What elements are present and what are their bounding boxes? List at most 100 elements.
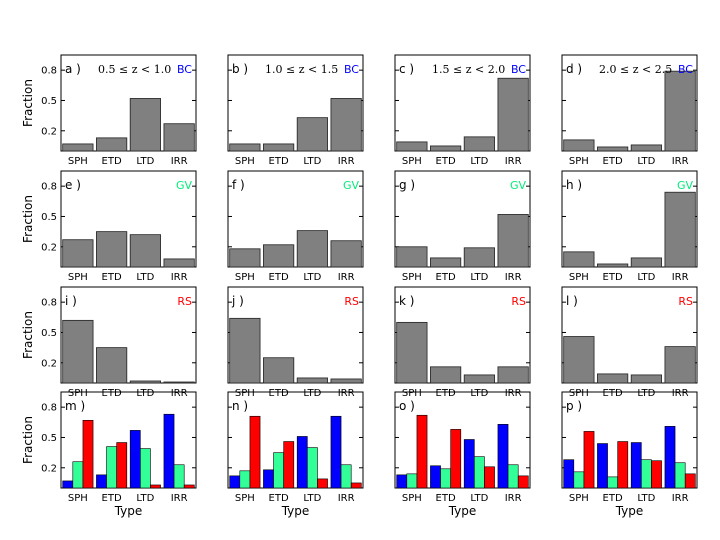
x-tick-label: LTD [470, 388, 488, 399]
bar-irr [330, 240, 362, 268]
y-axis-label: Fraction [21, 416, 35, 464]
bar-sph [62, 319, 94, 384]
bar-bc-etd [263, 469, 274, 489]
plot-frame [60, 286, 197, 384]
panel-c: SPH ETD LTD IRR c ) 1.5 ≤ z < 2.0 BC [394, 54, 531, 167]
panel-label: j ) [231, 294, 244, 308]
bar-rs-etd [450, 429, 462, 489]
bar-bc-etd [597, 443, 608, 489]
bar-gv-etd [440, 468, 451, 489]
x-tick-label: SPH [235, 272, 255, 283]
plot-frame [394, 391, 531, 489]
bar-ltd [296, 117, 328, 152]
x-tick-label: SPH [402, 493, 422, 504]
bar-irr [664, 346, 696, 384]
x-tick-label: LTD [136, 493, 154, 504]
bar-rs-etd [283, 441, 295, 489]
y-tick-label: 0.5 [41, 96, 57, 107]
bar-gv-etd [106, 446, 117, 489]
panel-label: d ) [566, 62, 582, 76]
panel-label: c ) [399, 62, 414, 76]
bar-sph [396, 141, 428, 152]
bar-rs-sph [583, 431, 595, 489]
bar-bc-sph [396, 474, 408, 489]
bar-sph [396, 246, 428, 268]
bar-gv-ltd [641, 459, 652, 489]
y-tick-label: 0.2 [41, 126, 57, 137]
bar-irr [163, 123, 195, 152]
panel-label: e ) [65, 178, 81, 192]
y-axis-label: Fraction [21, 195, 35, 243]
bar-irr [163, 381, 195, 384]
bar-bc-sph [563, 459, 575, 489]
group-label: GV [510, 179, 527, 192]
panel-g: SPH ETD LTD IRR g ) GV [394, 170, 531, 283]
panel-b: SPH ETD LTD IRR b ) 1.0 ≤ z < 1.5 BC [227, 54, 364, 167]
plot-frame [227, 170, 364, 268]
panel-h: SPH ETD LTD IRR h ) GV [561, 170, 698, 283]
bar-gv-irr [173, 464, 185, 489]
bar-ltd [296, 377, 328, 384]
bar-bc-ltd [630, 442, 642, 489]
x-tick-label: LTD [303, 272, 321, 283]
x-tick-label: LTD [470, 493, 488, 504]
x-tick-label: ETD [269, 156, 289, 167]
plot-frame [561, 286, 698, 384]
x-tick-label: ETD [269, 272, 289, 283]
bar-rs-irr [684, 473, 696, 489]
bar-rs-sph [82, 419, 94, 489]
x-tick-label: ETD [436, 493, 456, 504]
bar-etd [263, 357, 295, 384]
bar-ltd [630, 257, 662, 268]
x-tick-label: LTD [136, 156, 154, 167]
bar-ltd [463, 247, 495, 268]
plot-frame [561, 170, 698, 268]
bar-ltd [296, 230, 328, 268]
bar-ltd [129, 234, 161, 268]
x-tick-label: SPH [235, 388, 255, 399]
bar-rs-ltd [317, 478, 328, 489]
bar-gv-ltd [474, 456, 485, 489]
x-tick-label: SPH [68, 388, 88, 399]
bar-gv-sph [72, 461, 84, 489]
panel-e: 0.2 0.5 0.8 SPH ETD LTD IRR e ) GV Fraction [21, 170, 197, 283]
bar-gv-sph [406, 473, 418, 489]
y-tick-label: 0.5 [41, 212, 57, 223]
x-tick-label: LTD [470, 156, 488, 167]
x-tick-label: SPH [235, 493, 255, 504]
bar-etd [96, 137, 128, 152]
x-tick-label: LTD [637, 156, 655, 167]
bar-etd [430, 366, 462, 384]
bar-irr [163, 258, 195, 268]
x-tick-label: IRR [338, 388, 355, 399]
x-tick-label: LTD [303, 388, 321, 399]
bar-bc-ltd [463, 439, 475, 489]
x-tick-label: IRR [171, 388, 188, 399]
x-tick-label: IRR [338, 272, 355, 283]
x-axis-label: Type [448, 504, 477, 518]
bar-irr [497, 366, 529, 384]
redshift-label: 1.5 ≤ z < 2.0 [432, 63, 505, 76]
bar-gv-etd [607, 476, 618, 489]
panel-label: p ) [566, 399, 582, 413]
x-tick-label: SPH [569, 272, 589, 283]
plot-frame [227, 54, 364, 152]
x-tick-label: ETD [269, 493, 289, 504]
x-tick-label: ETD [603, 388, 623, 399]
x-tick-label: IRR [672, 493, 689, 504]
bar-rs-ltd [484, 466, 495, 489]
x-tick-label: SPH [569, 493, 589, 504]
bar-rs-sph [416, 414, 428, 489]
bar-irr [497, 77, 529, 152]
x-tick-label: IRR [505, 388, 522, 399]
bar-sph [396, 321, 428, 384]
panel-a: 0.2 0.5 0.8 SPH ETD LTD IRR a ) 0.5 ≤ z < 1.0 BC F… [21, 54, 197, 167]
panel-f: SPH ETD LTD IRR f ) GV [227, 170, 364, 283]
bar-bc-irr [664, 426, 676, 489]
redshift-label: 1.0 ≤ z < 1.5 [265, 63, 338, 76]
group-label: RS [511, 295, 526, 308]
y-axis-label: Fraction [21, 79, 35, 127]
panel-l: SPH ETD LTD IRR l ) RS [561, 286, 698, 399]
bar-irr [497, 214, 529, 268]
x-axis-label: Type [281, 504, 310, 518]
